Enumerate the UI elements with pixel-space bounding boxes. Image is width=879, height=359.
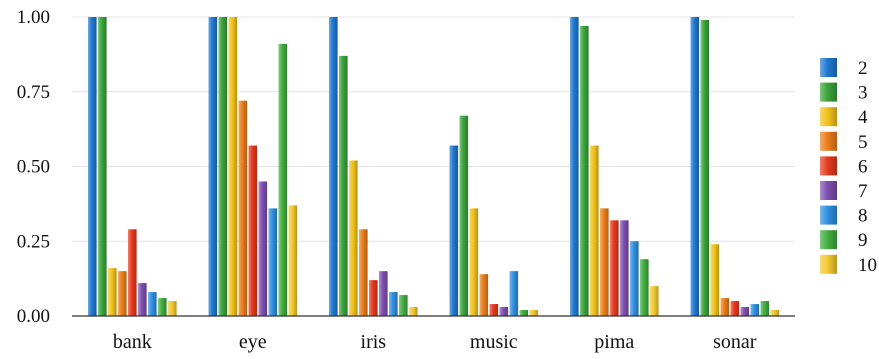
bar-iris-9 — [399, 295, 408, 316]
bar-music-4 — [469, 208, 479, 316]
legend-label: 4 — [858, 107, 868, 128]
legend-swatch — [820, 230, 837, 250]
bar-sonar-10 — [770, 310, 780, 316]
legend-swatch — [820, 58, 837, 77]
bar-pima-2 — [570, 17, 579, 316]
legend: 2 3 4 5 6 7 8 9 10 — [820, 58, 877, 276]
legend-label: 9 — [858, 230, 868, 251]
bar-bank-8 — [148, 292, 157, 316]
bar-sonar-6 — [730, 301, 740, 316]
bar-sonar-5 — [720, 298, 730, 316]
legend-label: 10 — [858, 255, 877, 276]
x-tick-label: sonar — [713, 331, 757, 353]
axes: 0.00 0.25 0.50 0.75 1.00 bank eye iris music pima… — [17, 7, 795, 353]
x-tick-label: iris — [361, 331, 387, 353]
bar-iris-5 — [359, 229, 368, 316]
y-tick-label: 1.00 — [17, 7, 50, 28]
bar-music-9 — [519, 310, 529, 316]
bar-bank-9 — [158, 298, 167, 316]
bar-bank-6 — [128, 229, 137, 316]
bar-pima-6 — [610, 220, 619, 316]
bar-iris-7 — [379, 271, 388, 316]
bar-music-7 — [499, 307, 509, 316]
bar-bank-3 — [98, 17, 107, 316]
bar-music-10 — [529, 310, 539, 316]
bar-pima-4 — [590, 145, 599, 316]
bar-iris-4 — [349, 160, 358, 316]
legend-label: 8 — [858, 206, 868, 227]
legend-label: 7 — [858, 181, 868, 202]
bar-music-8 — [509, 271, 519, 316]
bar-pima-5 — [600, 208, 609, 316]
bar-eye-2 — [208, 17, 218, 316]
legend-label: 6 — [858, 156, 868, 177]
bar-eye-10 — [288, 205, 298, 316]
bar-sonar-7 — [740, 307, 750, 316]
bar-sonar-9 — [760, 301, 770, 316]
bar-bank-4 — [108, 268, 117, 316]
bar-eye-3 — [218, 17, 228, 316]
bar-pima-7 — [620, 220, 629, 316]
legend-label: 2 — [858, 58, 868, 79]
bar-music-6 — [489, 304, 499, 316]
bar-pima-9 — [640, 259, 649, 316]
bar-iris-2 — [329, 17, 338, 316]
x-tick-label: music — [470, 331, 518, 353]
bar-pima-8 — [630, 241, 639, 316]
legend-swatch — [820, 156, 837, 176]
legend-swatch — [820, 131, 837, 151]
x-tick-label: pima — [594, 331, 634, 353]
legend-swatch — [820, 181, 837, 200]
x-tick-label: bank — [113, 331, 152, 353]
bar-bank-2 — [88, 17, 97, 316]
y-tick-label: 0.25 — [17, 231, 50, 252]
bar-music-3 — [459, 115, 469, 316]
bar-iris-6 — [369, 280, 378, 316]
y-tick-label: 0.00 — [17, 306, 50, 327]
bar-eye-4 — [228, 17, 238, 316]
gridlines — [72, 16, 795, 242]
legend-label: 3 — [858, 83, 868, 104]
x-tick-label: eye — [239, 331, 267, 353]
y-tick-label: 0.75 — [17, 82, 50, 103]
bar-bank-5 — [118, 271, 127, 316]
bar-eye-9 — [278, 43, 288, 316]
legend-swatch — [820, 107, 837, 127]
y-tick-label: 0.50 — [17, 157, 50, 178]
bar-sonar-8 — [750, 304, 760, 316]
bar-pima-10 — [650, 286, 659, 316]
legend-swatch — [820, 205, 837, 225]
bar-eye-6 — [248, 145, 258, 316]
bar-sonar-4 — [710, 244, 720, 316]
bar-music-2 — [449, 145, 459, 316]
bar-pima-3 — [580, 25, 589, 316]
bar-eye-5 — [238, 100, 248, 316]
bar-eye-7 — [258, 181, 268, 316]
bar-bank-7 — [138, 283, 147, 316]
bar-iris-8 — [389, 292, 398, 316]
bar-music-5 — [479, 274, 489, 316]
bar-eye-8 — [268, 208, 278, 316]
bar-bank-10 — [168, 301, 177, 316]
bar-iris-10 — [409, 307, 418, 316]
legend-label: 5 — [858, 132, 868, 153]
legend-swatch — [820, 82, 837, 102]
bar-sonar-3 — [700, 19, 710, 317]
legend-swatch — [820, 254, 837, 274]
bars — [88, 17, 780, 317]
bar-sonar-2 — [690, 17, 700, 316]
bar-iris-3 — [339, 55, 348, 317]
